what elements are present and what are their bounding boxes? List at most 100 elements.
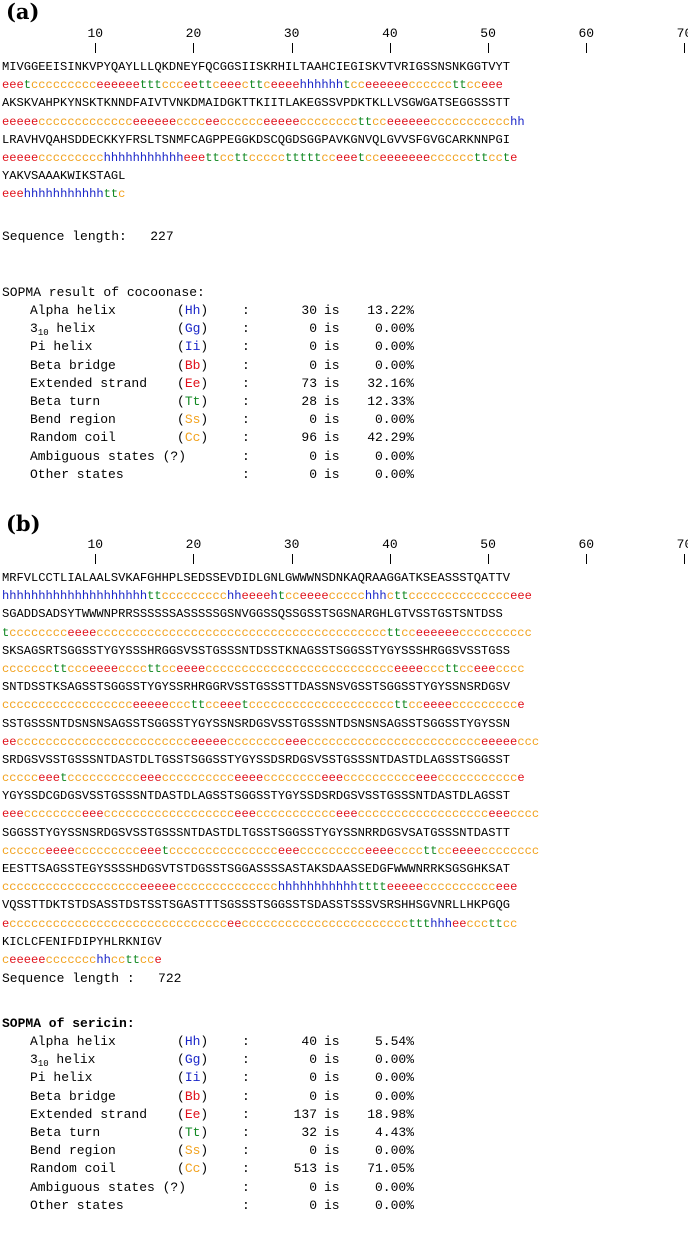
structure-run: cccccccccccccccccccc <box>248 698 394 713</box>
structure-run: cccc <box>510 807 540 822</box>
residue-count: 0 <box>309 1088 317 1104</box>
structure-run: tt <box>452 78 467 93</box>
structure-name: Beta turn <box>30 393 100 411</box>
sequence-row: KICLCFENIFDIPYHLRKNIGV <box>2 934 162 949</box>
structure-run: ccccccccc <box>31 78 97 93</box>
is-word: is <box>324 1106 340 1122</box>
structure-run: tt <box>444 661 460 676</box>
structure-name-text: Beta turn <box>30 393 101 409</box>
ruler-tick <box>389 43 391 53</box>
structure-run: tt <box>393 589 409 604</box>
code-letters: Cc <box>184 1161 201 1177</box>
residue-count: 0 <box>309 1197 317 1213</box>
structure-run: ccccccccc <box>74 843 140 858</box>
structure-row: cccccceeeeccccccccceeetcccccccccccccccee… <box>2 842 539 860</box>
structure-run: eee <box>139 843 162 858</box>
structure-run: cc <box>502 916 518 931</box>
structure-code: (Ii) <box>177 1069 208 1087</box>
structure-name: Ambiguous states (?) <box>30 448 186 466</box>
ruler-tick <box>586 554 588 564</box>
structure-row: eeetccccccccceeeeeetttccceettceeecttceee… <box>2 76 525 94</box>
structure-name: Extended strand <box>30 1106 147 1124</box>
structure-run: hh <box>510 114 525 129</box>
structure-run: eeeeee <box>386 114 431 129</box>
structure-name-suffix: helix <box>48 1052 96 1068</box>
ruler-number: 30 <box>283 537 300 552</box>
sequence-length: Sequence length : 722 <box>2 971 182 986</box>
structure-run: cccccccc <box>263 771 322 786</box>
structure-run: ccccccccccc <box>430 114 511 129</box>
paren-close: ) <box>200 1124 209 1140</box>
code-letters: Bb <box>184 357 201 373</box>
residue-count: 0 <box>309 448 317 464</box>
percentage: 0.00% <box>374 448 414 464</box>
structure-run: ccc <box>422 661 445 676</box>
ruler-number: 10 <box>87 26 104 41</box>
structure-run: eee <box>2 807 24 822</box>
structure-run: hhhhhhhhhhhhhhhhhhhh <box>2 589 148 604</box>
structure-name-text: Extended strand <box>30 1106 148 1122</box>
ruler-tick <box>488 554 490 564</box>
structure-run: eee <box>473 661 496 676</box>
panel-label: (b) <box>6 511 41 536</box>
structure-run: ccccccccccccc <box>38 114 133 129</box>
structure-name-text: Ambiguous states (?) <box>30 448 187 464</box>
structure-run: eee <box>335 807 358 822</box>
percentage: 5.54% <box>374 1034 414 1049</box>
structure-run: ccccc <box>2 771 39 786</box>
colon: : <box>242 1179 250 1195</box>
colon: : <box>242 1124 250 1140</box>
structure-run: t <box>357 150 365 165</box>
structure-run: hhhhhhhhhhh <box>277 880 358 895</box>
paren-close: ) <box>200 412 209 428</box>
structure-name-text: Other states <box>30 1197 124 1213</box>
paren-close: ) <box>200 1106 209 1122</box>
structure-run: hhh <box>430 916 452 931</box>
structure-run: cccccccccc <box>422 880 496 895</box>
structure-run: cc <box>364 150 380 165</box>
is-word: is <box>324 430 340 446</box>
residue-count: 0 <box>309 1179 317 1195</box>
residue-count: 513 <box>293 1161 317 1177</box>
structure-run: tt <box>386 625 402 640</box>
structure-run: cccccc <box>219 114 264 129</box>
structure-name: Alpha helix <box>30 1033 116 1051</box>
structure-run: tt <box>198 78 213 93</box>
structure-run: ccc <box>168 698 191 713</box>
residue-count: 32 <box>301 1124 317 1140</box>
structure-run: eee <box>234 807 257 822</box>
structure-run: ccccccccccccccc <box>168 843 278 858</box>
structure-run: eeeee <box>2 150 39 165</box>
structure-run: cccccccccccccccccccccccccccccc <box>9 916 227 931</box>
structure-run: eee <box>321 771 344 786</box>
structure-row: ccccceeetcccccccccceeecccccccccceeeecccc… <box>2 769 539 787</box>
percentage: 71.05% <box>367 1161 414 1177</box>
structure-run: c <box>241 78 249 93</box>
paren-open: ( <box>177 1106 185 1122</box>
colon: : <box>242 339 250 355</box>
ruler-tick <box>684 43 686 53</box>
structure-run: t <box>277 589 286 604</box>
structure-name-text: Beta bridge <box>30 357 116 373</box>
structure-code: (Ii) <box>177 338 208 356</box>
structure-run: ccccccccccc <box>437 771 518 786</box>
structure-run: tt <box>393 698 409 713</box>
structure-run: tt <box>488 916 503 931</box>
paren-close: ) <box>200 1143 209 1159</box>
structure-run: ccc <box>67 661 90 676</box>
structure-name-text: Alpha helix <box>30 303 116 318</box>
residue-count: 0 <box>309 339 317 355</box>
structure-run: cccccccccccccccccccccccc <box>306 734 482 749</box>
structure-name: Random coil <box>30 1160 116 1178</box>
structure-run: cc <box>437 843 453 858</box>
structure-name-text: Pi helix <box>30 339 93 355</box>
structure-run: cc <box>161 661 177 676</box>
colon: : <box>242 1088 250 1104</box>
ruler-tick <box>488 43 490 53</box>
structure-run: tt <box>248 78 264 93</box>
paren-close: ) <box>200 1070 209 1086</box>
structure-run: eee <box>2 187 24 202</box>
structure-run: eee <box>81 807 104 822</box>
structure-run: eeeee <box>263 114 300 129</box>
structure-name: 310 helix <box>30 320 95 342</box>
